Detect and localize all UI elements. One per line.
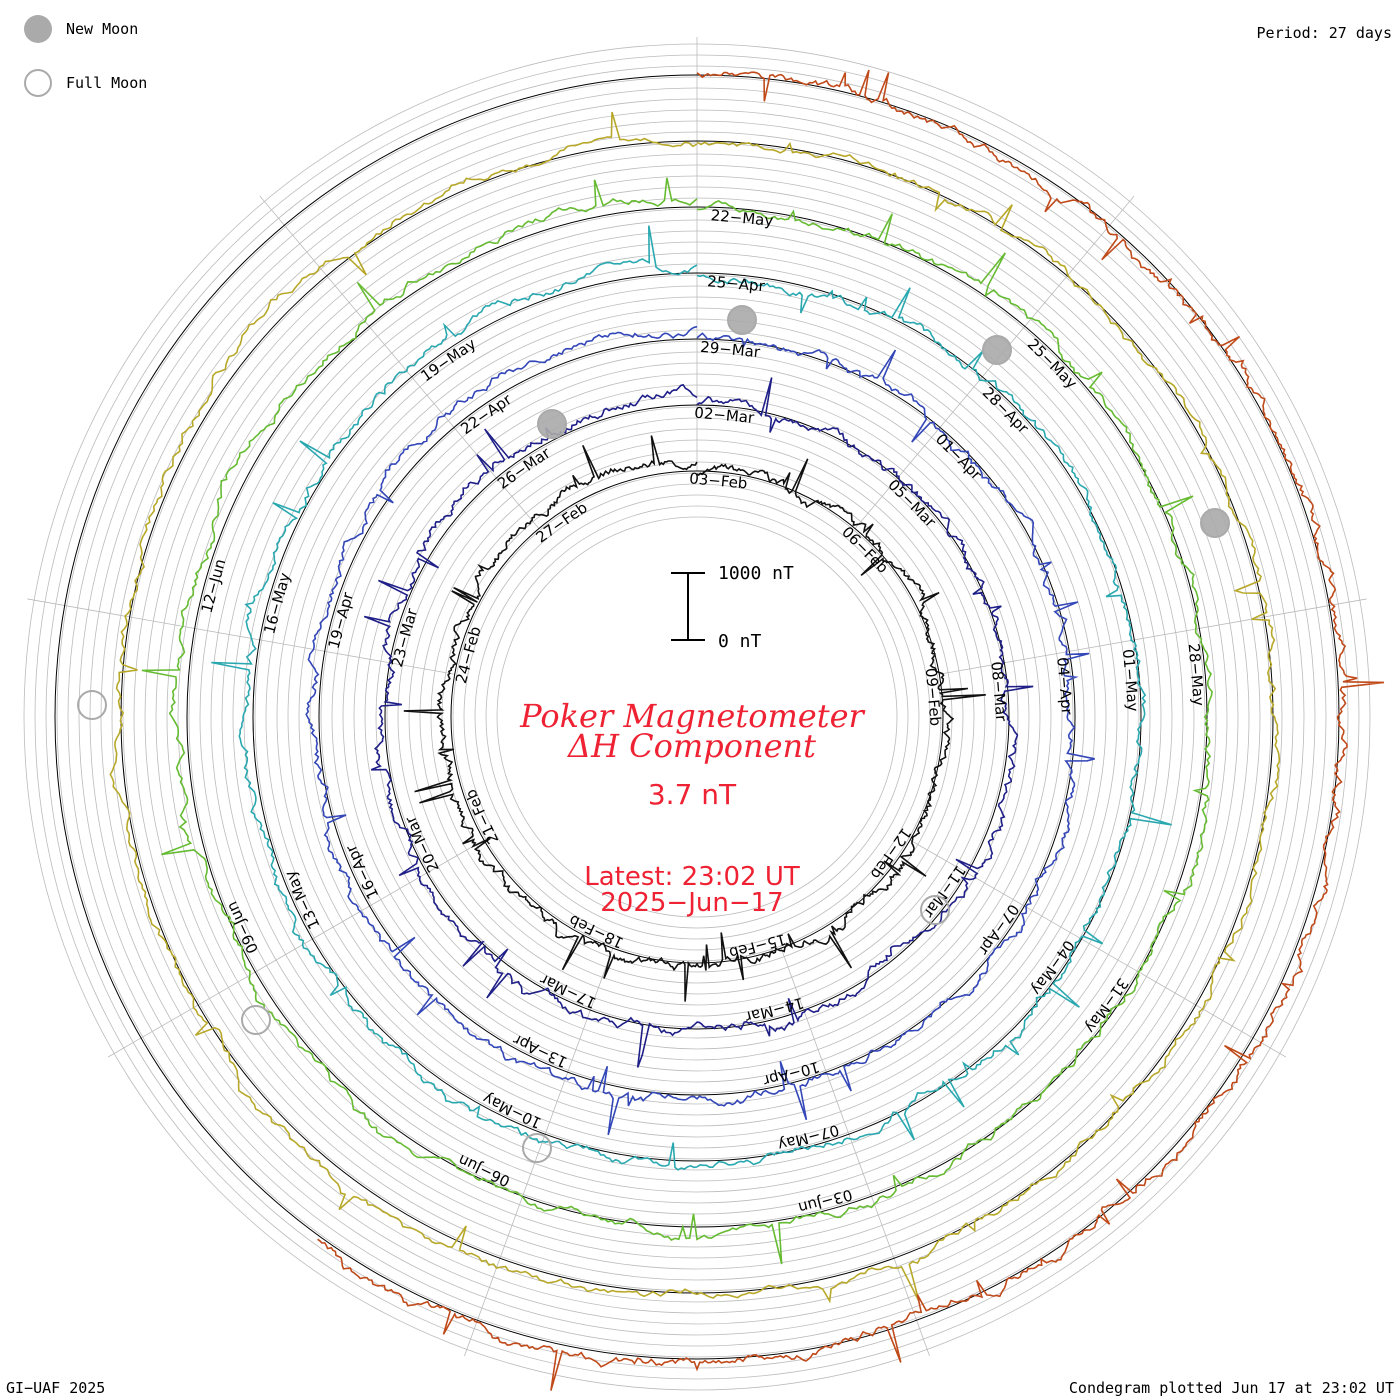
date-label: 20−Mar <box>401 813 443 876</box>
rotation-trace <box>403 435 986 1002</box>
moon-markers <box>77 305 1230 1163</box>
footer-left: GI−UAF 2025 <box>6 1379 106 1397</box>
baseline-ring <box>54 74 1340 1360</box>
date-label: 17−Mar <box>536 970 599 1012</box>
grid-spoke <box>27 598 455 675</box>
date-label: 15−Feb <box>727 930 788 962</box>
grid-ring <box>474 494 920 940</box>
legend-new-moon: New Moon <box>24 12 138 46</box>
latest-time: Latest: 23:02 UT <box>584 862 800 892</box>
date-label: 02−Mar <box>694 404 756 427</box>
rotation-traces <box>109 69 1385 1391</box>
date-label: 01−May <box>1119 648 1142 712</box>
rotation-trace <box>363 377 1034 1068</box>
new-moon-icon <box>24 15 52 43</box>
polar-grid <box>23 37 1371 1391</box>
date-label: 25−Apr <box>707 272 767 295</box>
grid-spoke <box>259 195 540 529</box>
period-label: Period: 27 days <box>1256 24 1392 42</box>
rotation-trace <box>141 177 1213 1265</box>
footer-right: Condegram plotted Jun 17 at 23:02 UT <box>1068 1379 1394 1397</box>
new-moon-marker <box>537 409 567 439</box>
new-moon-marker <box>727 305 757 335</box>
date-label: 12−Feb <box>867 825 915 883</box>
grid-ring <box>496 516 898 918</box>
title-line-2: ΔH Component <box>566 727 816 765</box>
baseline-ring <box>186 206 1208 1228</box>
baseline-ring <box>318 338 1076 1096</box>
full-moon-icon <box>24 69 52 97</box>
full-moon-marker <box>241 1005 271 1035</box>
date-label: 21−Feb <box>462 786 503 846</box>
date-label: 05−Mar <box>884 476 940 532</box>
grid-spoke <box>939 598 1367 675</box>
date-label: 27−Feb <box>533 498 591 546</box>
date-label: 10−May <box>480 1089 544 1132</box>
date-label: 09−Feb <box>922 667 945 727</box>
grid-ring <box>485 505 909 929</box>
date-label: 16−Apr <box>342 841 383 902</box>
date-label: 25−May <box>1024 335 1081 392</box>
grid-ring <box>463 483 931 951</box>
rotation-trace <box>211 225 1172 1171</box>
legend-new-moon-label: New Moon <box>66 20 139 38</box>
date-label: 13−Apr <box>510 1030 571 1071</box>
date-label: 31−May <box>1081 975 1132 1037</box>
baseline-ring <box>384 404 1010 1030</box>
date-label: 07−Apr <box>974 901 1022 959</box>
date-label: 28−May <box>1185 643 1208 707</box>
scale-bottom-label: 0 nT <box>718 631 762 652</box>
date-label: 08−Mar <box>987 661 1010 723</box>
date-label: 03−Feb <box>689 469 749 492</box>
new-moon-marker <box>1200 508 1230 538</box>
scale-top-label: 1000 nT <box>718 563 794 584</box>
scale-bar: 1000 nT 0 nT <box>671 563 794 652</box>
legend-full-moon-label: Full Moon <box>66 74 148 92</box>
rotation-trace <box>317 69 1385 1391</box>
date-label: 04−Apr <box>1053 656 1076 716</box>
date-label: 29−Mar <box>699 338 761 361</box>
date-label: 12−Jun <box>198 557 230 615</box>
date-label: 10−Apr <box>761 1058 822 1090</box>
date-label: 01−Apr <box>932 430 986 484</box>
baseline-ring <box>252 272 1142 1162</box>
latest-date: 2025−Jun−17 <box>600 888 783 918</box>
grid-spoke <box>780 948 930 1357</box>
rotation-trace <box>305 325 1095 1136</box>
grid-spoke <box>107 839 485 1058</box>
full-moon-marker <box>77 690 107 720</box>
full-moon-marker <box>920 895 950 925</box>
center-title: Poker Magnetometer ΔH Component 3.7 nT L… <box>519 697 865 918</box>
current-value: 3.7 nT <box>648 778 737 811</box>
title-line-1: Poker Magnetometer <box>519 697 865 735</box>
new-moon-marker <box>982 335 1012 365</box>
grid-spoke <box>464 948 614 1357</box>
date-label: 04−May <box>1027 937 1078 999</box>
date-label: 23−Mar <box>388 606 421 669</box>
grid-ring <box>452 472 942 962</box>
date-label: 19−Apr <box>325 590 358 651</box>
date-label: 14−Mar <box>742 994 805 1027</box>
legend-full-moon: Full Moon <box>24 66 147 100</box>
date-label: 09−Jun <box>223 899 262 957</box>
date-label: 22−May <box>710 206 774 230</box>
grid-spoke <box>909 839 1287 1058</box>
rotation-trace <box>109 111 1281 1304</box>
full-moon-marker <box>522 1133 552 1163</box>
date-label: 19−May <box>418 335 480 386</box>
date-label: 06−Jun <box>455 1151 513 1191</box>
